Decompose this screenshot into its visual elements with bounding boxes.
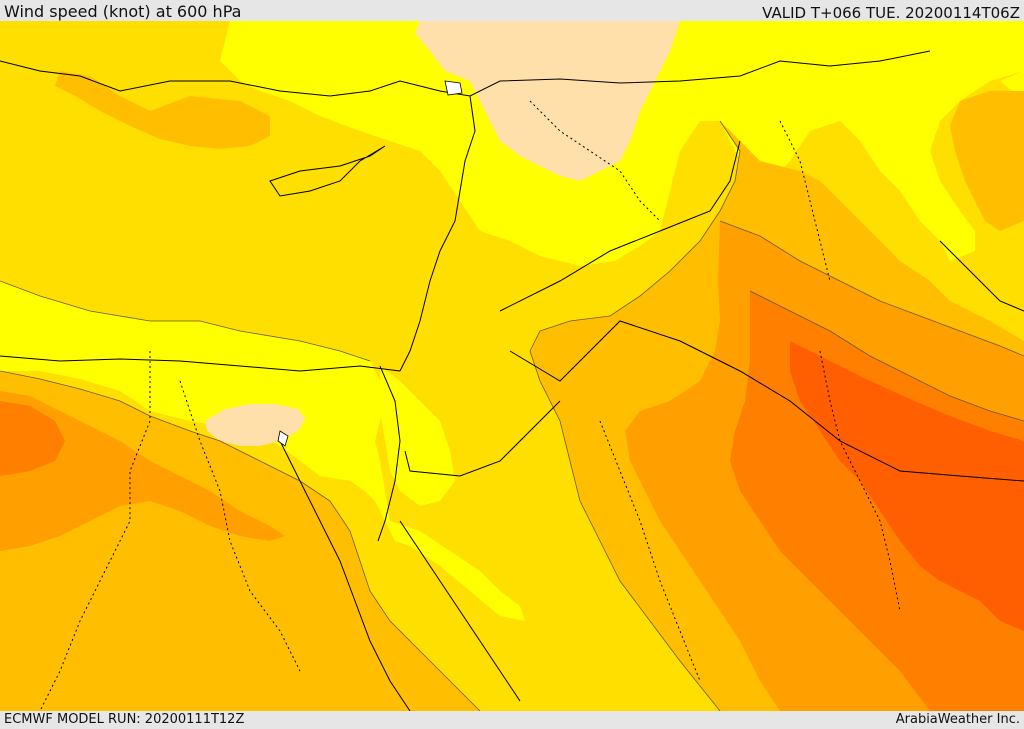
- coastline-gulf: [939, 240, 1024, 312]
- wind-speed-map: [0, 21, 1024, 711]
- coastline-sinai: [377, 365, 401, 542]
- contour-line: [719, 220, 1024, 357]
- chart-title: Wind speed (knot) at 600 hPa: [4, 2, 242, 21]
- band-peak-east: [790, 341, 1024, 631]
- border-egypt-sinai: [404, 400, 561, 477]
- internal-border: [39, 351, 151, 711]
- bosporus-water: [444, 80, 463, 96]
- internal-border: [779, 120, 831, 282]
- border-iraq: [499, 140, 741, 312]
- band-intense-west: [0, 401, 65, 476]
- island-cyprus: [269, 145, 386, 197]
- footer-bar: ECMWF MODEL RUN: 20200111T12Z ArabiaWeat…: [0, 711, 1024, 729]
- contour-line: [749, 290, 1024, 422]
- internal-border: [179, 380, 301, 672]
- border-saudi: [509, 320, 1024, 482]
- coastline-egypt-north: [0, 355, 401, 372]
- coastline-turkey: [0, 50, 931, 97]
- title-bar: Wind speed (knot) at 600 hPa VALID T+066…: [0, 0, 1024, 22]
- valid-time-label: VALID T+066 TUE. 20200114T06Z: [762, 4, 1020, 22]
- band-strong-northwest: [55, 71, 270, 149]
- internal-border: [529, 100, 661, 222]
- coastline-red-sea-west: [279, 440, 411, 711]
- coastline-levant: [399, 95, 476, 372]
- band-strong-northeast: [950, 91, 1024, 231]
- band-calm-north: [415, 21, 680, 181]
- band-light-west: [0, 281, 525, 621]
- credit-label: ArabiaWeather Inc.: [895, 712, 1020, 727]
- band-light-sinai: [380, 366, 455, 506]
- map-canvas: [0, 21, 1024, 711]
- contour-line: [529, 120, 741, 711]
- lake-nasser-water: [277, 430, 289, 447]
- model-run-label: ECMWF MODEL RUN: 20200111T12Z: [4, 712, 245, 727]
- contour-line: [0, 280, 371, 362]
- band-very-strong-west: [0, 391, 285, 551]
- coastline-red-sea-east: [399, 520, 521, 702]
- internal-border: [819, 350, 901, 612]
